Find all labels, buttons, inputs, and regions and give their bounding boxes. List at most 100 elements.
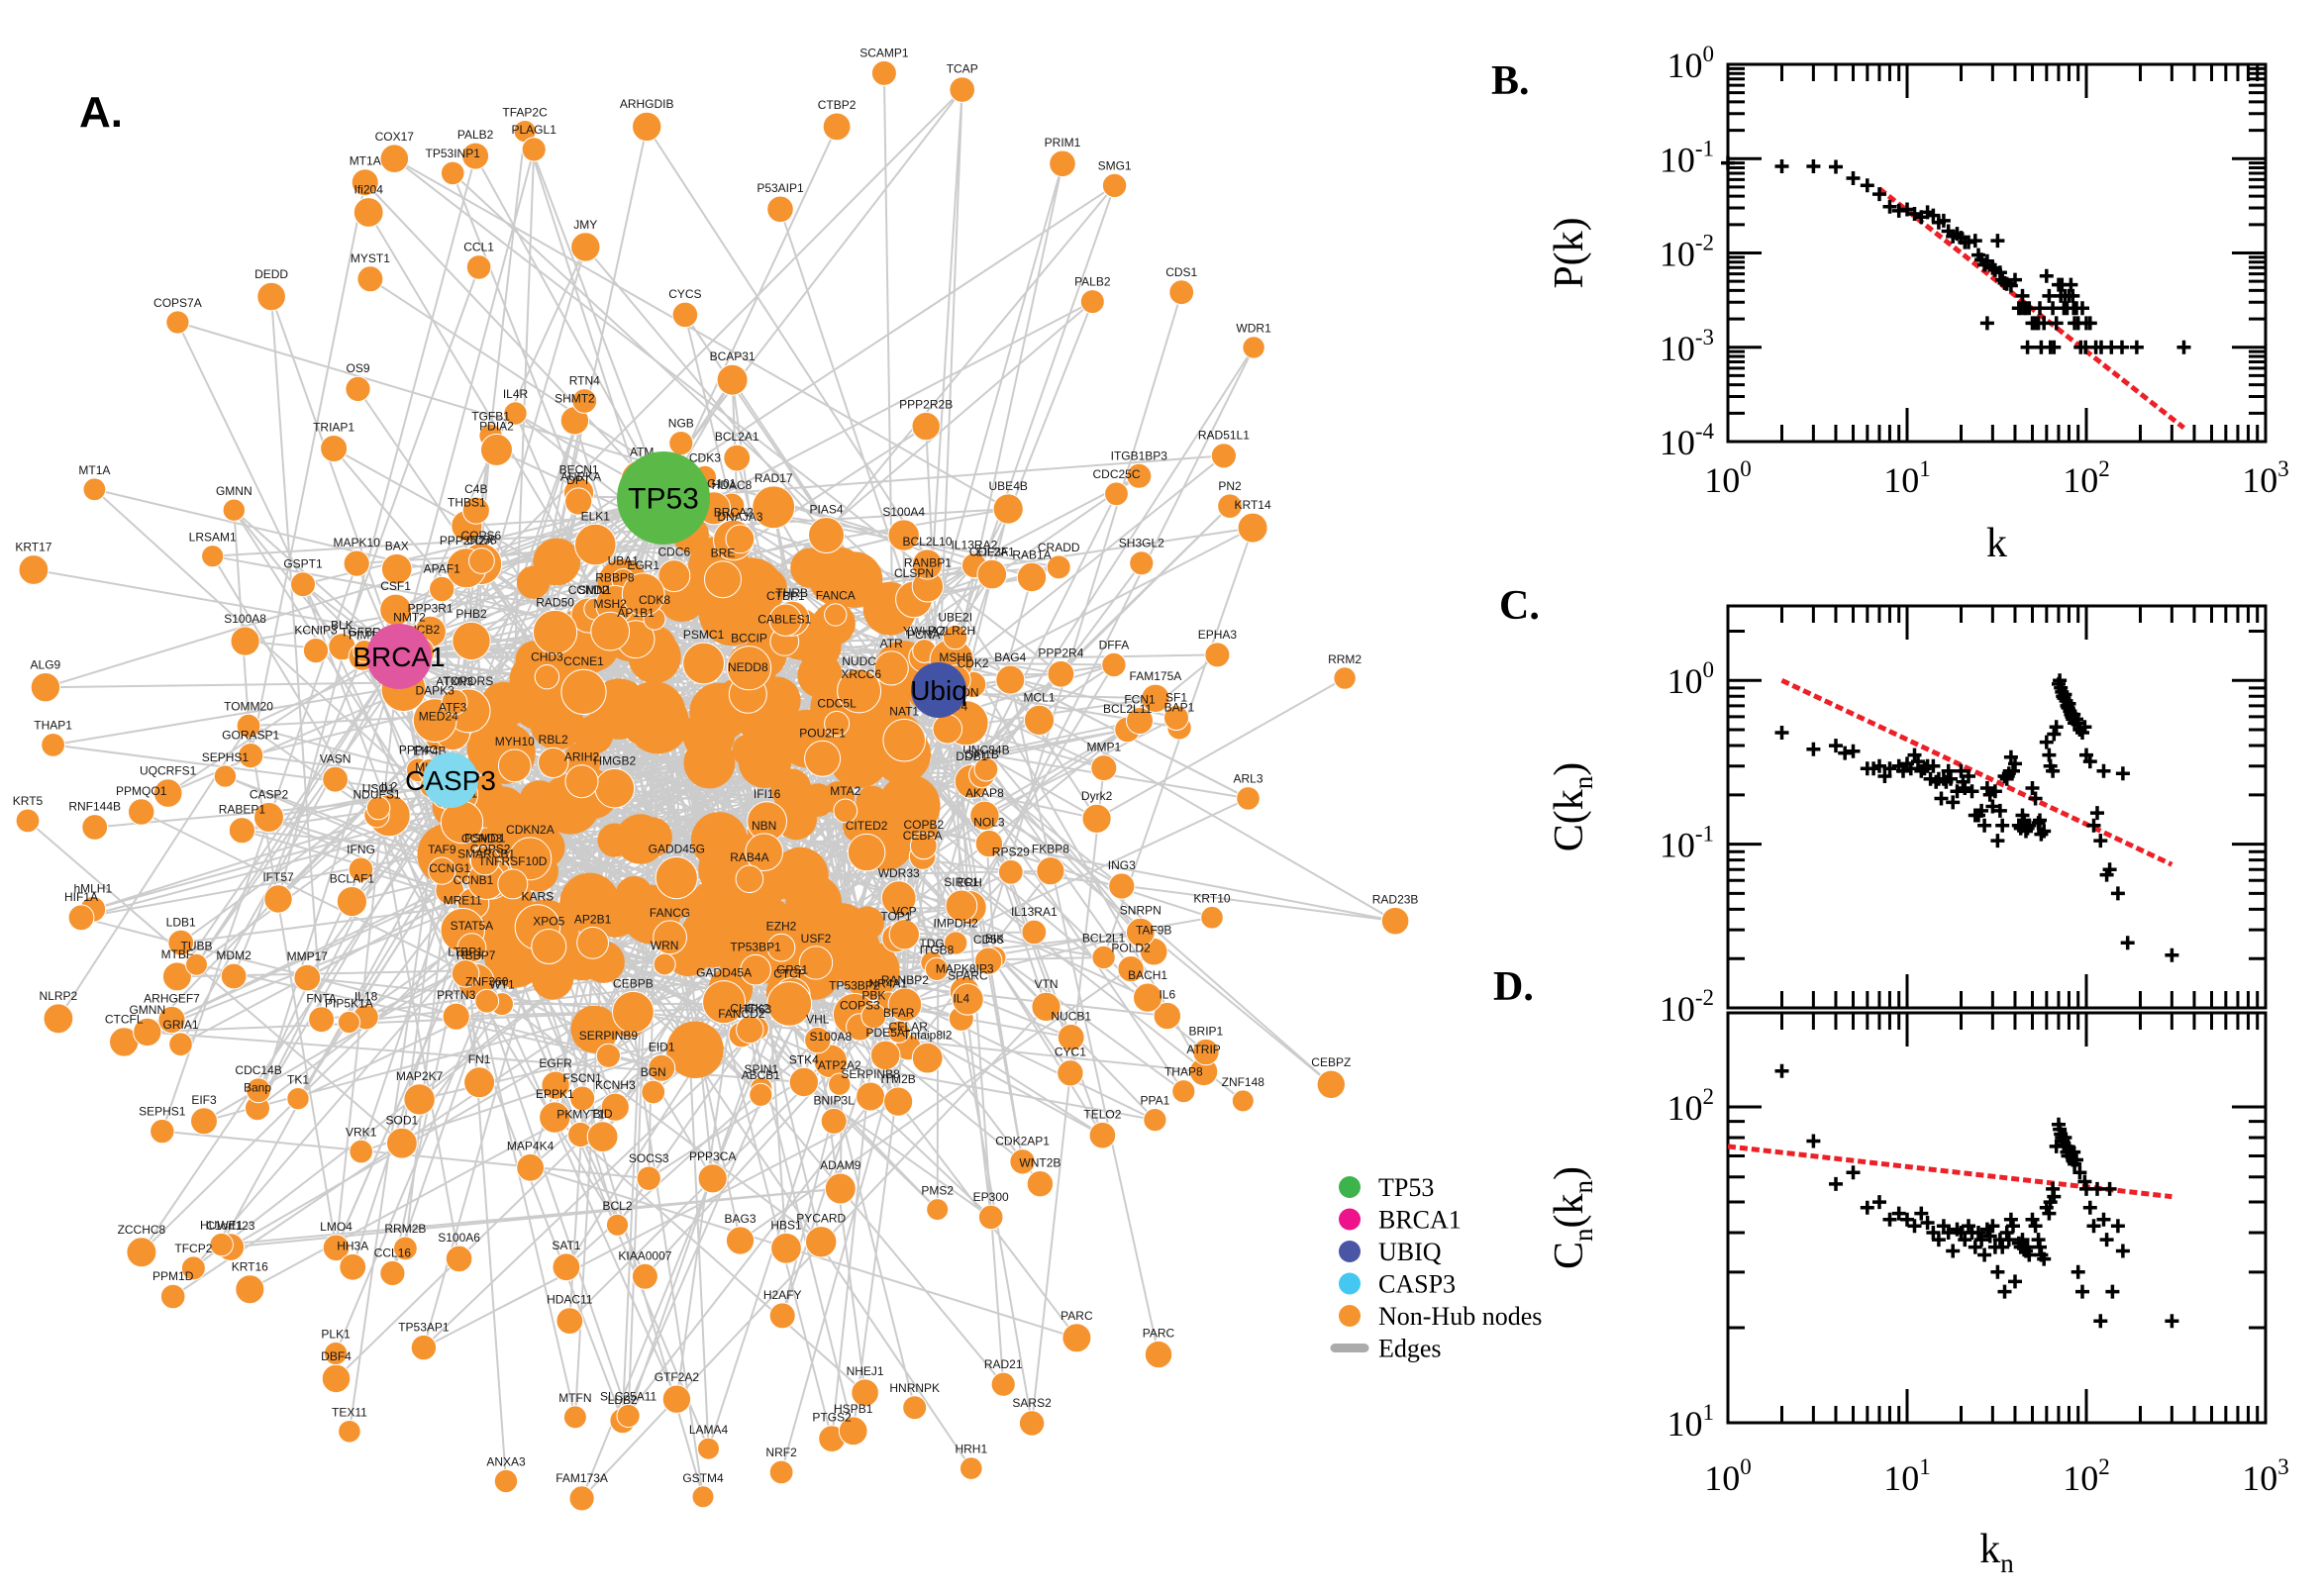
network-node[interactable] <box>474 988 500 1014</box>
network-node[interactable] <box>461 142 490 170</box>
network-node[interactable] <box>556 1307 584 1335</box>
network-node[interactable] <box>379 1259 406 1287</box>
network-node[interactable] <box>594 767 636 809</box>
network-node[interactable] <box>880 880 917 917</box>
network-node[interactable] <box>723 444 752 472</box>
network-node[interactable] <box>1016 561 1048 593</box>
network-node[interactable] <box>339 1252 367 1281</box>
network-node[interactable] <box>1217 493 1243 520</box>
network-node[interactable] <box>480 433 513 466</box>
network-node[interactable] <box>1046 554 1071 580</box>
network-node[interactable] <box>1200 905 1224 930</box>
network-node[interactable] <box>702 980 747 1025</box>
network-node[interactable] <box>856 1081 886 1112</box>
network-node[interactable] <box>348 856 374 883</box>
network-node[interactable] <box>745 833 784 872</box>
network-node[interactable] <box>1380 906 1410 936</box>
network-node[interactable] <box>165 310 190 335</box>
network-node[interactable] <box>1101 651 1127 678</box>
network-node[interactable] <box>41 733 65 757</box>
network-node[interactable] <box>461 496 490 525</box>
network-node[interactable] <box>1091 945 1116 970</box>
network-node[interactable] <box>833 798 858 824</box>
network-node[interactable] <box>1021 919 1048 946</box>
network-node[interactable] <box>943 624 968 650</box>
network-node[interactable] <box>882 718 927 762</box>
network-node[interactable] <box>552 1252 581 1282</box>
hub-node-tp53[interactable] <box>617 451 710 545</box>
network-node[interactable] <box>570 232 601 262</box>
network-node[interactable] <box>768 1302 796 1330</box>
network-node[interactable] <box>152 778 183 808</box>
network-node[interactable] <box>213 764 238 788</box>
network-node[interactable] <box>1018 1410 1046 1437</box>
hub-node-brca1[interactable] <box>366 624 432 689</box>
network-node[interactable] <box>263 884 293 914</box>
network-node[interactable] <box>909 832 938 860</box>
network-node[interactable] <box>766 933 796 962</box>
network-node[interactable] <box>246 1077 272 1104</box>
network-node[interactable] <box>1108 872 1136 900</box>
network-node[interactable] <box>180 1255 206 1281</box>
network-node[interactable] <box>657 559 691 593</box>
network-node[interactable] <box>541 1070 570 1100</box>
network-node[interactable] <box>126 1237 157 1268</box>
network-node[interactable] <box>290 571 316 598</box>
network-node[interactable] <box>851 1378 879 1407</box>
network-node[interactable] <box>1210 443 1238 469</box>
network-node[interactable] <box>1104 481 1129 507</box>
network-node[interactable] <box>1061 1323 1092 1353</box>
network-node[interactable] <box>451 959 480 988</box>
network-node[interactable] <box>808 517 845 553</box>
network-node[interactable] <box>43 1003 74 1035</box>
network-node[interactable] <box>82 477 107 502</box>
network-node[interactable] <box>516 1152 545 1182</box>
network-node[interactable] <box>1126 707 1154 735</box>
network-node[interactable] <box>463 1066 496 1099</box>
network-node[interactable] <box>190 1107 218 1136</box>
network-node[interactable] <box>161 961 192 992</box>
network-node[interactable] <box>749 1082 773 1107</box>
network-node[interactable] <box>81 814 109 841</box>
network-node[interactable] <box>926 1198 950 1222</box>
network-node[interactable] <box>1141 683 1170 713</box>
network-node[interactable] <box>322 765 350 793</box>
network-node[interactable] <box>353 197 384 228</box>
network-node[interactable] <box>1192 1038 1220 1066</box>
network-node[interactable] <box>452 621 491 661</box>
network-node[interactable] <box>442 1002 470 1031</box>
network-node[interactable] <box>870 59 897 86</box>
network-node[interactable] <box>768 1459 794 1485</box>
network-node[interactable] <box>1237 512 1268 544</box>
network-node[interactable] <box>752 485 796 530</box>
network-node[interactable] <box>887 1020 911 1044</box>
network-node[interactable] <box>253 802 284 833</box>
network-node[interactable] <box>337 1010 360 1035</box>
network-node[interactable] <box>1143 1108 1167 1133</box>
network-node[interactable] <box>1090 754 1118 782</box>
network-node[interactable] <box>1168 279 1195 306</box>
network-node[interactable] <box>576 926 609 959</box>
network-node[interactable] <box>1031 991 1061 1023</box>
network-node[interactable] <box>1144 1340 1173 1369</box>
network-node[interactable] <box>590 611 631 651</box>
network-node[interactable] <box>1163 705 1189 731</box>
network-node[interactable] <box>653 952 676 976</box>
hub-node-ubiq[interactable] <box>911 662 966 718</box>
network-node[interactable] <box>493 1468 519 1494</box>
network-node[interactable] <box>952 983 984 1016</box>
network-node[interactable] <box>286 1087 310 1111</box>
network-node[interactable] <box>911 549 944 580</box>
network-node[interactable] <box>1023 704 1056 737</box>
network-node[interactable] <box>847 833 886 872</box>
network-node[interactable] <box>534 664 560 690</box>
network-node[interactable] <box>230 626 260 656</box>
network-node[interactable] <box>1171 1079 1196 1104</box>
network-node[interactable] <box>560 668 607 716</box>
network-node[interactable] <box>574 523 617 566</box>
network-node[interactable] <box>1153 1001 1182 1031</box>
network-node[interactable] <box>824 710 851 737</box>
network-node[interactable] <box>974 829 1004 858</box>
network-node[interactable] <box>838 1416 868 1446</box>
network-node[interactable] <box>1101 172 1128 199</box>
